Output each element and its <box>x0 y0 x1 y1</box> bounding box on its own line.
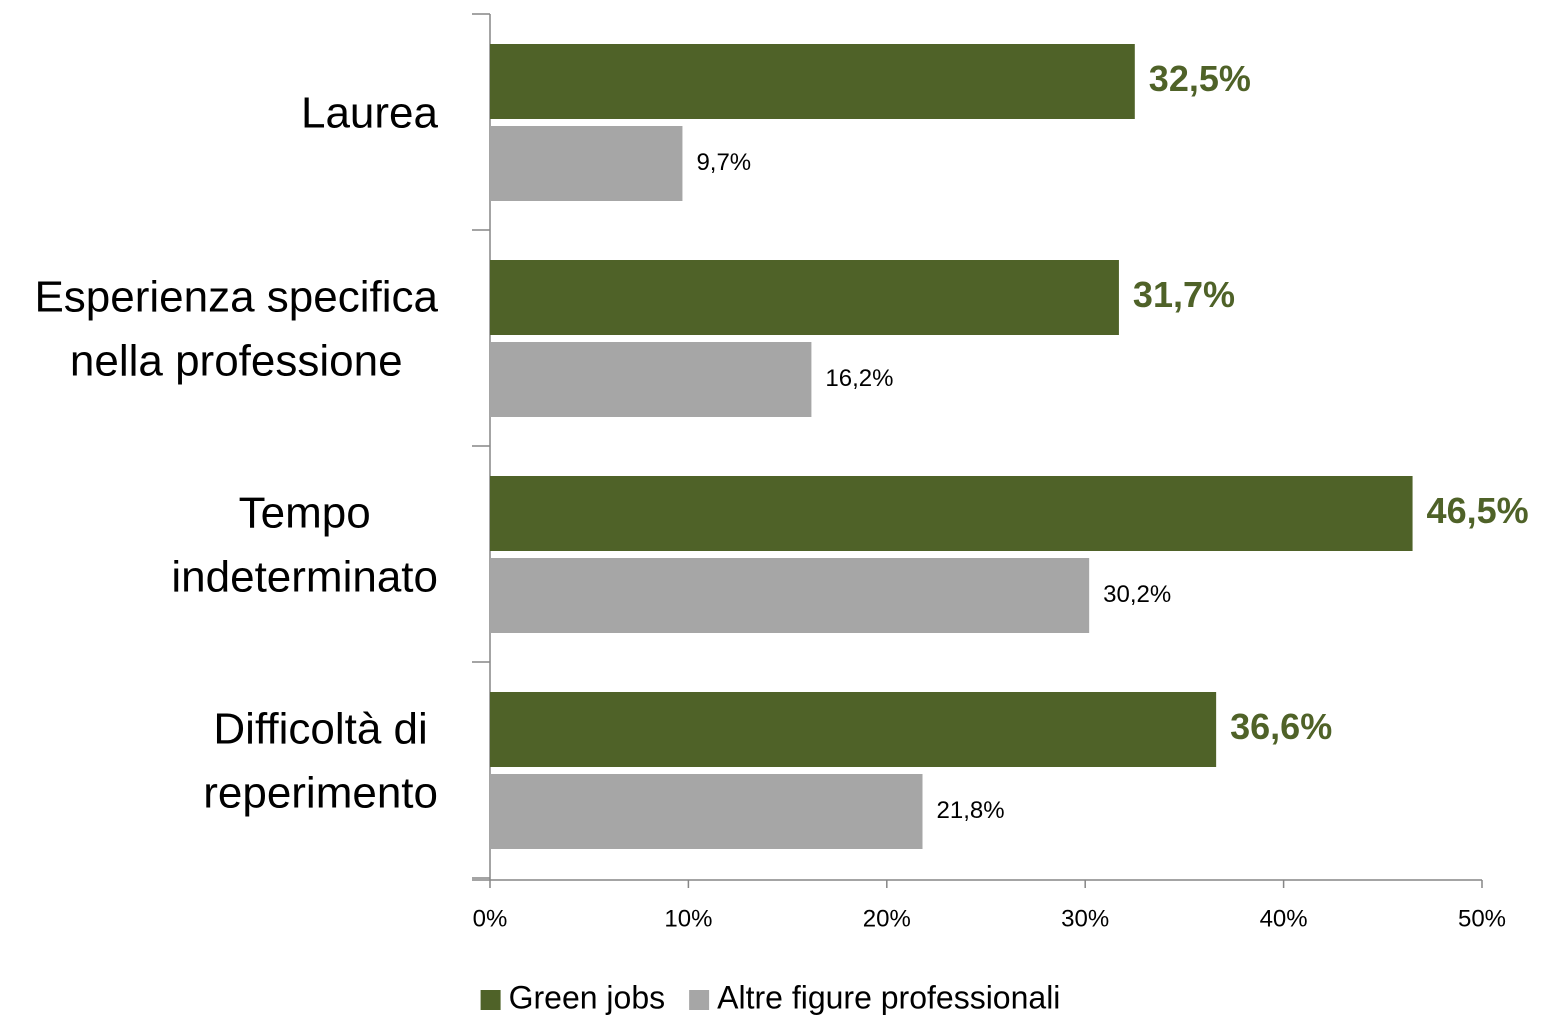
category-label-line: Tempo <box>239 489 371 538</box>
value-label: 36,6% <box>1230 706 1332 747</box>
category-label: Difficoltà di reperimento <box>203 705 438 818</box>
legend-label: Green jobs <box>509 979 666 1015</box>
category-label: Laurea <box>301 89 439 138</box>
x-tick-label: 30% <box>1061 905 1109 932</box>
value-label: 31,7% <box>1133 274 1235 315</box>
x-tick-label: 50% <box>1458 905 1506 932</box>
category-label-line: Laurea <box>301 89 439 138</box>
x-tick-label: 40% <box>1260 905 1308 932</box>
x-tick-label: 20% <box>863 905 911 932</box>
legend-label: Altre figure professionali <box>717 979 1060 1015</box>
bar <box>490 126 683 201</box>
bar <box>490 44 1135 119</box>
value-label: 30,2% <box>1103 581 1171 608</box>
bar <box>490 558 1090 633</box>
category-label-line: Esperienza specifica <box>34 273 438 322</box>
bar <box>490 774 923 849</box>
value-label: 32,5% <box>1149 58 1251 99</box>
bar <box>490 342 812 417</box>
legend: Green jobs Altre figure professionali <box>480 979 1060 1015</box>
category-label: Tempo indeterminato <box>171 489 438 602</box>
category-label: Esperienza specifica nella professione <box>34 273 438 386</box>
value-label: 21,8% <box>937 797 1005 824</box>
legend-swatch <box>689 990 710 1010</box>
category-label-line: Difficoltà di <box>213 705 427 754</box>
bar <box>490 692 1217 767</box>
bar <box>490 476 1413 551</box>
value-label: 46,5% <box>1427 490 1529 531</box>
x-tick-label: 10% <box>664 905 712 932</box>
category-label-line: indeterminato <box>171 553 438 602</box>
value-label: 9,7% <box>696 149 751 176</box>
legend-swatch <box>480 990 501 1010</box>
bar <box>490 260 1119 335</box>
category-label-line: reperimento <box>203 769 438 818</box>
x-tick-label: 0% <box>473 905 508 932</box>
category-label-line: nella professione <box>70 337 403 386</box>
value-label: 16,2% <box>825 365 893 392</box>
